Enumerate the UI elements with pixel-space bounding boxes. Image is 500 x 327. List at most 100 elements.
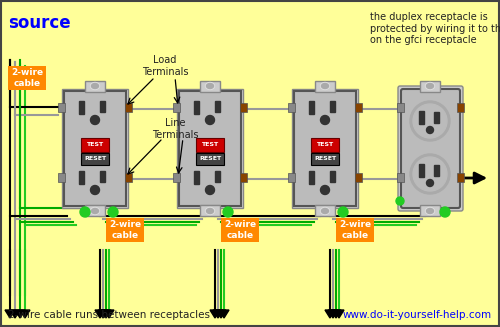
- Circle shape: [90, 115, 100, 125]
- Text: 2-wire cable runs between receptacles: 2-wire cable runs between receptacles: [8, 310, 210, 320]
- Bar: [81, 138, 109, 152]
- Text: TEST: TEST: [86, 143, 104, 147]
- Bar: [434, 165, 439, 176]
- Bar: [434, 112, 439, 123]
- Circle shape: [410, 101, 450, 141]
- Ellipse shape: [426, 82, 434, 90]
- FancyBboxPatch shape: [398, 86, 463, 211]
- Bar: [58, 103, 65, 112]
- Bar: [330, 101, 335, 112]
- Bar: [309, 101, 314, 114]
- Circle shape: [426, 127, 434, 133]
- Polygon shape: [20, 310, 30, 318]
- Circle shape: [413, 104, 447, 138]
- Bar: [355, 173, 362, 182]
- Ellipse shape: [92, 83, 98, 89]
- Bar: [240, 103, 247, 112]
- Bar: [311, 138, 339, 152]
- Circle shape: [90, 185, 100, 195]
- Text: TEST: TEST: [202, 143, 218, 147]
- Bar: [288, 103, 295, 112]
- Bar: [315, 205, 335, 216]
- Ellipse shape: [426, 209, 434, 214]
- Bar: [81, 153, 109, 165]
- Bar: [200, 81, 220, 92]
- Bar: [311, 153, 339, 165]
- Bar: [173, 103, 180, 112]
- Ellipse shape: [426, 83, 434, 89]
- Polygon shape: [210, 310, 220, 318]
- Polygon shape: [5, 310, 15, 318]
- Circle shape: [338, 207, 348, 217]
- Bar: [420, 205, 440, 216]
- Ellipse shape: [322, 209, 328, 214]
- Ellipse shape: [320, 208, 330, 215]
- Bar: [457, 173, 464, 182]
- Text: TEST: TEST: [316, 143, 334, 147]
- Ellipse shape: [206, 83, 214, 89]
- Circle shape: [206, 185, 214, 195]
- Polygon shape: [95, 310, 105, 318]
- Bar: [355, 103, 362, 112]
- Text: 2-wire
cable: 2-wire cable: [339, 220, 371, 240]
- Bar: [288, 173, 295, 182]
- Polygon shape: [10, 310, 20, 318]
- Text: 2-wire
cable: 2-wire cable: [11, 68, 43, 88]
- Circle shape: [396, 197, 404, 205]
- Bar: [457, 103, 464, 112]
- Bar: [315, 81, 335, 92]
- Circle shape: [320, 115, 330, 125]
- Circle shape: [410, 154, 450, 194]
- Ellipse shape: [426, 208, 434, 215]
- Ellipse shape: [322, 83, 328, 89]
- Text: RESET: RESET: [314, 157, 336, 162]
- Circle shape: [413, 157, 447, 191]
- Circle shape: [80, 207, 90, 217]
- Polygon shape: [98, 310, 108, 318]
- Text: RESET: RESET: [84, 157, 106, 162]
- Polygon shape: [15, 310, 25, 318]
- Text: www.do-it-yourself-help.com: www.do-it-yourself-help.com: [343, 310, 492, 320]
- Bar: [125, 173, 132, 182]
- Polygon shape: [328, 310, 338, 318]
- Polygon shape: [213, 310, 223, 318]
- Bar: [173, 173, 180, 182]
- Polygon shape: [101, 310, 111, 318]
- Polygon shape: [334, 310, 344, 318]
- Circle shape: [108, 207, 118, 217]
- Ellipse shape: [206, 209, 214, 214]
- Circle shape: [426, 180, 434, 186]
- Bar: [397, 103, 404, 112]
- Polygon shape: [325, 310, 335, 318]
- Bar: [419, 164, 424, 177]
- Polygon shape: [219, 310, 229, 318]
- Ellipse shape: [90, 208, 100, 215]
- Bar: [397, 173, 404, 182]
- Text: 2-wire
cable: 2-wire cable: [224, 220, 256, 240]
- Bar: [420, 81, 440, 92]
- Bar: [125, 103, 132, 112]
- Bar: [85, 205, 105, 216]
- Circle shape: [320, 185, 330, 195]
- Bar: [177, 89, 243, 208]
- Ellipse shape: [90, 82, 100, 90]
- Polygon shape: [331, 310, 341, 318]
- Bar: [85, 81, 105, 92]
- Ellipse shape: [206, 82, 214, 90]
- Bar: [196, 153, 224, 165]
- Bar: [79, 171, 84, 184]
- Bar: [194, 171, 199, 184]
- Bar: [196, 138, 224, 152]
- Bar: [79, 101, 84, 114]
- Polygon shape: [104, 310, 114, 318]
- Bar: [100, 101, 105, 112]
- Circle shape: [206, 115, 214, 125]
- Text: source: source: [8, 14, 70, 32]
- Ellipse shape: [320, 82, 330, 90]
- Bar: [215, 101, 220, 112]
- Ellipse shape: [206, 208, 214, 215]
- Bar: [64, 91, 126, 206]
- Bar: [200, 205, 220, 216]
- Bar: [62, 89, 128, 208]
- Bar: [179, 91, 241, 206]
